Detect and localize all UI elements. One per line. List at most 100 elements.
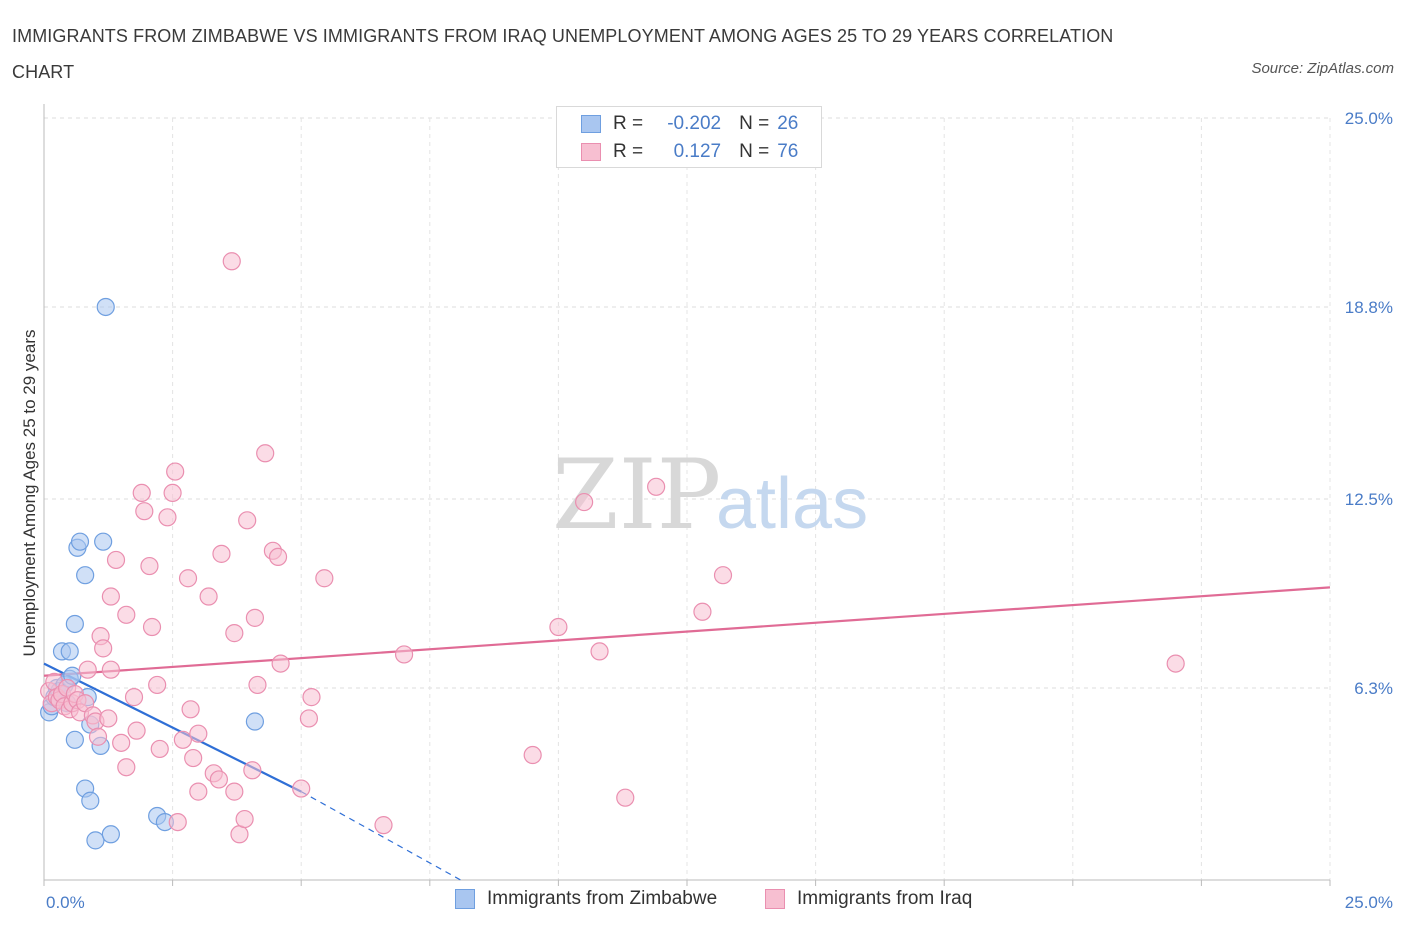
y-tick-label: 25.0%	[1345, 109, 1393, 128]
legend-row-iraq: R = 0.127 N = 76	[581, 140, 798, 164]
point-iraq	[117, 605, 136, 624]
watermark: ZIP atlas	[552, 439, 868, 551]
point-iraq	[225, 782, 244, 801]
point-iraq	[127, 721, 146, 740]
stats-legend: R = -0.202 N = 26 R = 0.127 N = 76	[556, 106, 822, 168]
point-iraq	[248, 675, 267, 695]
legend-item-iraq[interactable]: Immigrants from Iraq	[765, 888, 972, 910]
point-iraq	[647, 477, 666, 496]
point-iraq	[245, 608, 265, 627]
point-iraq	[189, 724, 208, 743]
point-iraq	[238, 511, 257, 530]
point-iraq	[230, 825, 249, 844]
tick-labels: 6.3% 12.5% 18.8% 25.0% 0.0% 25.0%	[46, 109, 1393, 912]
point-iraq	[243, 761, 262, 780]
point-iraq	[374, 816, 393, 835]
point-zimbabwe	[60, 642, 79, 661]
point-iraq	[713, 566, 733, 585]
point-iraq	[178, 569, 198, 588]
legend-swatch-iraq	[581, 143, 601, 161]
legend-n-label: N =	[739, 113, 770, 134]
x-tick-label: 25.0%	[1345, 893, 1393, 912]
point-iraq	[212, 544, 231, 563]
point-iraq	[99, 709, 118, 728]
point-iraq	[235, 809, 254, 829]
point-iraq	[94, 639, 113, 658]
legend-n-value: 76	[777, 141, 799, 162]
point-iraq	[616, 788, 635, 807]
point-iraq	[222, 252, 241, 271]
point-iraq	[590, 642, 609, 661]
point-iraq	[106, 550, 126, 570]
point-iraq	[693, 602, 712, 621]
point-zimbabwe	[245, 712, 265, 731]
point-iraq	[101, 587, 120, 606]
legend-r-label: R =	[613, 141, 644, 162]
point-zimbabwe	[94, 532, 113, 551]
point-iraq	[78, 660, 97, 679]
point-iraq	[173, 730, 192, 749]
chart-title: IMMIGRANTS FROM ZIMBABWE VS IMMIGRANTS F…	[12, 26, 1114, 82]
point-iraq	[394, 645, 414, 664]
point-iraq	[181, 700, 200, 719]
legend-r-value: 0.127	[673, 141, 722, 162]
point-zimbabwe	[101, 825, 120, 844]
x-tick-label: 0.0%	[46, 893, 85, 912]
point-iraq	[88, 727, 108, 746]
point-iraq	[166, 462, 185, 481]
legend-r-value: -0.202	[667, 113, 722, 134]
point-iraq	[158, 508, 177, 527]
legend-swatch-zimbabwe	[455, 889, 475, 909]
point-iraq	[209, 770, 228, 789]
point-iraq	[142, 617, 162, 637]
legend-row-zimbabwe: R = -0.202 N = 26	[581, 112, 798, 136]
point-iraq	[140, 556, 159, 576]
point-zimbabwe	[96, 297, 115, 317]
point-iraq	[189, 782, 208, 801]
axes	[43, 104, 1331, 886]
legend-item-zimbabwe[interactable]: Immigrants from Zimbabwe	[455, 888, 717, 910]
point-iraq	[199, 587, 218, 606]
y-tick-label: 18.8%	[1345, 298, 1393, 317]
legend-label-iraq: Immigrants from Iraq	[797, 888, 973, 909]
point-iraq	[163, 483, 182, 503]
point-iraq	[135, 502, 154, 521]
point-iraq	[148, 675, 167, 695]
watermark-atlas: atlas	[716, 464, 868, 544]
legend-r-label: R =	[613, 113, 644, 134]
series-legend: Immigrants from Zimbabwe Immigrants from…	[0, 888, 1406, 918]
point-iraq	[101, 660, 120, 679]
point-iraq	[1166, 654, 1185, 673]
point-iraq	[117, 758, 136, 777]
point-iraq	[124, 688, 144, 707]
point-iraq	[549, 617, 568, 637]
point-zimbabwe	[76, 566, 95, 585]
legend-swatch-iraq	[765, 889, 785, 909]
source-credit: Source: ZipAtlas.com	[1251, 60, 1394, 77]
legend-swatch-zimbabwe	[581, 115, 601, 133]
y-tick-label: 12.5%	[1345, 490, 1393, 509]
point-zimbabwe	[81, 791, 100, 810]
point-iraq	[150, 739, 169, 759]
watermark-zip: ZIP	[552, 439, 721, 551]
point-zimbabwe	[65, 730, 84, 749]
y-tick-label: 6.3%	[1354, 679, 1393, 698]
point-iraq	[112, 733, 131, 752]
legend-n-label: N =	[739, 141, 770, 162]
point-iraq	[184, 748, 203, 768]
point-iraq	[256, 444, 275, 463]
point-iraq	[302, 688, 321, 707]
legend-n-value: 26	[777, 113, 799, 134]
point-iraq	[575, 492, 594, 512]
point-zimbabwe	[70, 532, 90, 551]
point-iraq	[132, 483, 151, 503]
point-iraq	[271, 654, 290, 673]
point-iraq	[268, 547, 288, 567]
point-iraq	[315, 569, 334, 588]
point-iraq	[168, 812, 187, 832]
point-iraq	[299, 709, 319, 728]
point-iraq	[523, 745, 542, 765]
legend-label-zimbabwe: Immigrants from Zimbabwe	[487, 888, 718, 909]
trend-line-iraq	[43, 586, 1331, 677]
